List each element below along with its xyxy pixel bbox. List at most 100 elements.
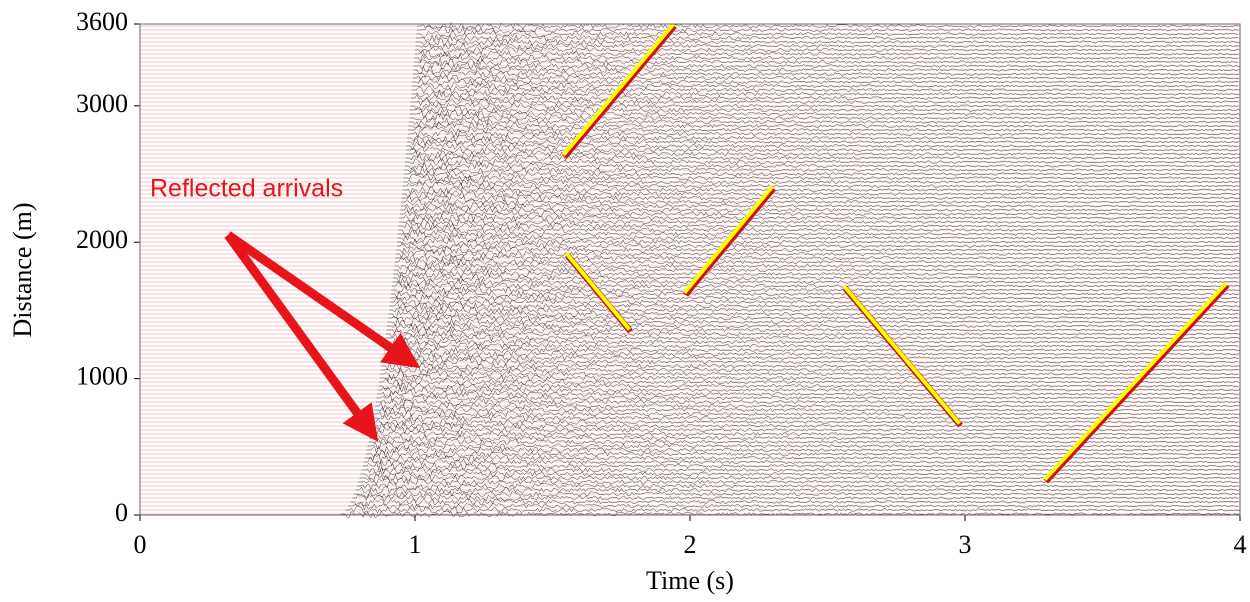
seismic-trace: [407, 134, 1240, 142]
seismic-trace: [405, 153, 1240, 163]
seismic-trace: [394, 257, 1239, 267]
seismic-trace: [396, 241, 1239, 250]
seismic-trace: [369, 430, 1241, 438]
seismic-trace: [396, 246, 1239, 254]
seismic-trace: [406, 141, 1239, 151]
seismic-trace: [377, 390, 1240, 398]
seismic-trace: [411, 86, 1240, 95]
seismic-trace: [345, 505, 1240, 514]
seismic-trace: [399, 210, 1241, 218]
seismic-trace: [373, 409, 1240, 418]
seismic-trace: [403, 174, 1240, 183]
seismic-trace: [362, 461, 1239, 471]
seismic-trace: [384, 341, 1239, 351]
seismic-trace: [405, 149, 1241, 159]
seismic-trace: [407, 138, 1240, 147]
picked-event: [564, 251, 632, 331]
picked-event: [1043, 281, 1228, 481]
seismic-trace: [355, 486, 1240, 495]
x-tick-label: 1: [409, 530, 422, 559]
seismic-trace: [392, 273, 1240, 283]
seismic-trace: [367, 441, 1240, 450]
seismic-trace: [402, 181, 1239, 190]
seismic-trace: [393, 266, 1240, 275]
y-tick-label: 2000: [76, 225, 128, 254]
seismic-trace: [395, 254, 1240, 262]
seismic-trace: [369, 434, 1240, 443]
seismic-trace: [405, 157, 1240, 166]
seismic-trace: [409, 105, 1240, 114]
seismic-trace: [385, 330, 1240, 338]
y-axis-label: Distance (m): [8, 202, 37, 337]
seismic-trace: [387, 317, 1240, 327]
seismic-trace: [391, 285, 1240, 294]
seismic-trace: [399, 217, 1240, 226]
seismic-trace: [382, 358, 1239, 366]
seismic-trace: [375, 397, 1240, 407]
seismic-trace: [372, 413, 1239, 423]
seismic-trace: [403, 169, 1241, 179]
x-tick-label: 2: [684, 530, 697, 559]
seismic-trace: [350, 498, 1239, 507]
seismic-trace: [399, 213, 1240, 223]
event-underline: [683, 186, 776, 297]
seismic-trace: [410, 93, 1240, 103]
event-underline: [1043, 283, 1230, 484]
seismic-trace: [388, 309, 1239, 319]
seismic-trace: [414, 49, 1239, 58]
seismic-trace: [381, 361, 1240, 371]
seismic-trace: [353, 489, 1241, 498]
seismic-trace: [385, 333, 1240, 343]
seismic-trace: [407, 129, 1240, 139]
seismic-trace: [408, 125, 1239, 134]
seismic-trace: [400, 205, 1239, 214]
seismic-trace: [374, 406, 1239, 414]
seismic-background: [140, 21, 1241, 519]
seismic-trace: [386, 322, 1240, 331]
y-tick-label: 3600: [76, 7, 128, 36]
seismic-trace: [411, 89, 1240, 98]
seismic-trace: [413, 61, 1240, 71]
seismic-trace: [413, 69, 1240, 78]
annotation-arrow: [224, 232, 379, 442]
seismic-trace: [390, 297, 1239, 307]
seismic-trace: [406, 145, 1239, 155]
seismic-trace: [384, 337, 1239, 347]
seismic-trace: [363, 457, 1240, 467]
seismic-trace: [386, 325, 1239, 334]
seismic-trace: [412, 74, 1239, 82]
annotation-arrow: [225, 231, 420, 369]
seismic-trace: [404, 162, 1239, 171]
seismic-trace: [359, 473, 1240, 483]
seismic-trace: [412, 81, 1239, 91]
seismic-trace: [400, 202, 1239, 210]
seismic-trace: [389, 301, 1240, 311]
seismic-trace: [401, 198, 1240, 207]
plot: [134, 22, 1241, 521]
x-tick-label: 0: [134, 530, 147, 559]
seismic-trace: [394, 261, 1239, 271]
seismic-trace: [356, 481, 1239, 490]
seismic-trace: [360, 469, 1239, 478]
annotation: Reflected arrivals: [150, 175, 343, 203]
seismic-trace: [391, 281, 1241, 291]
seismic-trace: [352, 493, 1239, 503]
seismic-trace: [414, 53, 1239, 63]
seismic-trace: [415, 42, 1240, 50]
seismic-trace: [380, 370, 1239, 379]
seismic-trace: [408, 121, 1239, 130]
seismic-trace: [408, 117, 1239, 127]
seismic-trace: [414, 57, 1239, 67]
x-tick-label: 4: [1234, 530, 1247, 559]
seismic-trace: [397, 234, 1240, 242]
seismic-trace: [413, 65, 1240, 75]
seismic-trace: [409, 114, 1240, 122]
plot-frame: [139, 23, 1241, 516]
seismic-trace: [388, 314, 1239, 323]
seismic-trace: [376, 393, 1239, 403]
seismic-trace: [379, 377, 1240, 386]
picked-event: [561, 22, 676, 157]
seismic-trace: [390, 293, 1239, 303]
picked-event: [842, 284, 962, 425]
